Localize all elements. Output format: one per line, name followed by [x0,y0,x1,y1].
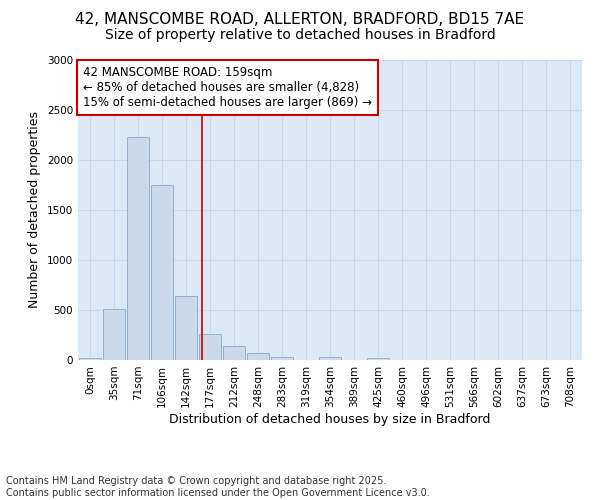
Bar [103,309,125,360]
Bar [199,334,221,360]
Bar [319,357,341,360]
Text: Size of property relative to detached houses in Bradford: Size of property relative to detached ho… [104,28,496,42]
Bar [223,346,245,360]
Bar [367,358,389,360]
Text: 42, MANSCOMBE ROAD, ALLERTON, BRADFORD, BD15 7AE: 42, MANSCOMBE ROAD, ALLERTON, BRADFORD, … [76,12,524,28]
Bar [79,358,101,360]
Bar [151,185,173,360]
Bar [271,357,293,360]
Bar [127,137,149,360]
Text: 42 MANSCOMBE ROAD: 159sqm
← 85% of detached houses are smaller (4,828)
15% of se: 42 MANSCOMBE ROAD: 159sqm ← 85% of detac… [83,66,372,109]
Bar [175,296,197,360]
Text: Contains HM Land Registry data © Crown copyright and database right 2025.
Contai: Contains HM Land Registry data © Crown c… [6,476,430,498]
Y-axis label: Number of detached properties: Number of detached properties [28,112,41,308]
Bar [247,353,269,360]
X-axis label: Distribution of detached houses by size in Bradford: Distribution of detached houses by size … [169,412,491,426]
